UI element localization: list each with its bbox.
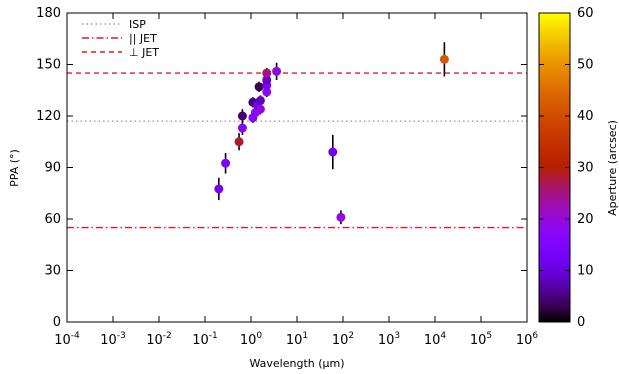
y-tick-label: 180 (36, 6, 61, 21)
x-tick-label: 10-1 (192, 331, 218, 348)
data-point (237, 111, 247, 121)
x-tick-label: 10-2 (146, 331, 172, 348)
colorbar-label: Aperture (arcsec) (606, 120, 619, 216)
data-point (336, 212, 346, 222)
data-point (439, 54, 449, 64)
colorbar-tick-label: 10 (577, 264, 594, 279)
x-tick-label: 105 (470, 331, 492, 348)
x-tick-label: 102 (332, 331, 354, 348)
y-axis-label: PPA (°) (8, 149, 21, 187)
x-tick-label: 104 (424, 331, 447, 348)
data-point (328, 147, 338, 157)
y-tick-label: 0 (53, 315, 61, 330)
x-tick-label: 100 (240, 331, 263, 348)
x-tick-label: 103 (378, 331, 400, 348)
y-tick-label: 30 (44, 264, 61, 279)
x-tick-label: 10-4 (54, 331, 80, 348)
data-point (221, 158, 231, 168)
x-axis-label: Wavelength (µm) (249, 357, 344, 370)
data-point (262, 87, 272, 97)
y-tick-label: 90 (44, 161, 61, 176)
y-tick-label: 150 (36, 58, 61, 73)
data-point (255, 104, 265, 114)
colorbar-tick-label: 60 (577, 6, 594, 21)
x-tick-label: 10-3 (100, 331, 126, 348)
data-point (272, 66, 282, 76)
colorbar-tick-label: 30 (577, 161, 594, 176)
colorbar-tick-label: 0 (577, 315, 585, 330)
y-tick-label: 60 (44, 212, 61, 227)
x-tick-label: 106 (516, 331, 539, 348)
data-point (254, 82, 264, 92)
data-point (234, 137, 244, 147)
legend-label: ⊥ JET (129, 46, 159, 59)
colorbar: 0 10 20 30 40 50 60 (538, 6, 594, 330)
data-point (255, 96, 265, 106)
data-point (237, 123, 247, 133)
legend-label: ISP (129, 18, 146, 31)
data-point (262, 68, 272, 78)
colorbar-tick-label: 40 (577, 109, 594, 124)
colorbar-tick-label: 20 (577, 212, 594, 227)
data-point (262, 75, 272, 85)
x-tick-label: 101 (286, 331, 308, 348)
y-tick-label: 120 (36, 109, 61, 124)
legend-label: || JET (129, 32, 157, 45)
colorbar-tick-label: 50 (577, 58, 594, 73)
legend: ISP|| JET⊥ JET (82, 18, 159, 59)
data-point (214, 184, 224, 194)
plot-frame (66, 12, 528, 323)
